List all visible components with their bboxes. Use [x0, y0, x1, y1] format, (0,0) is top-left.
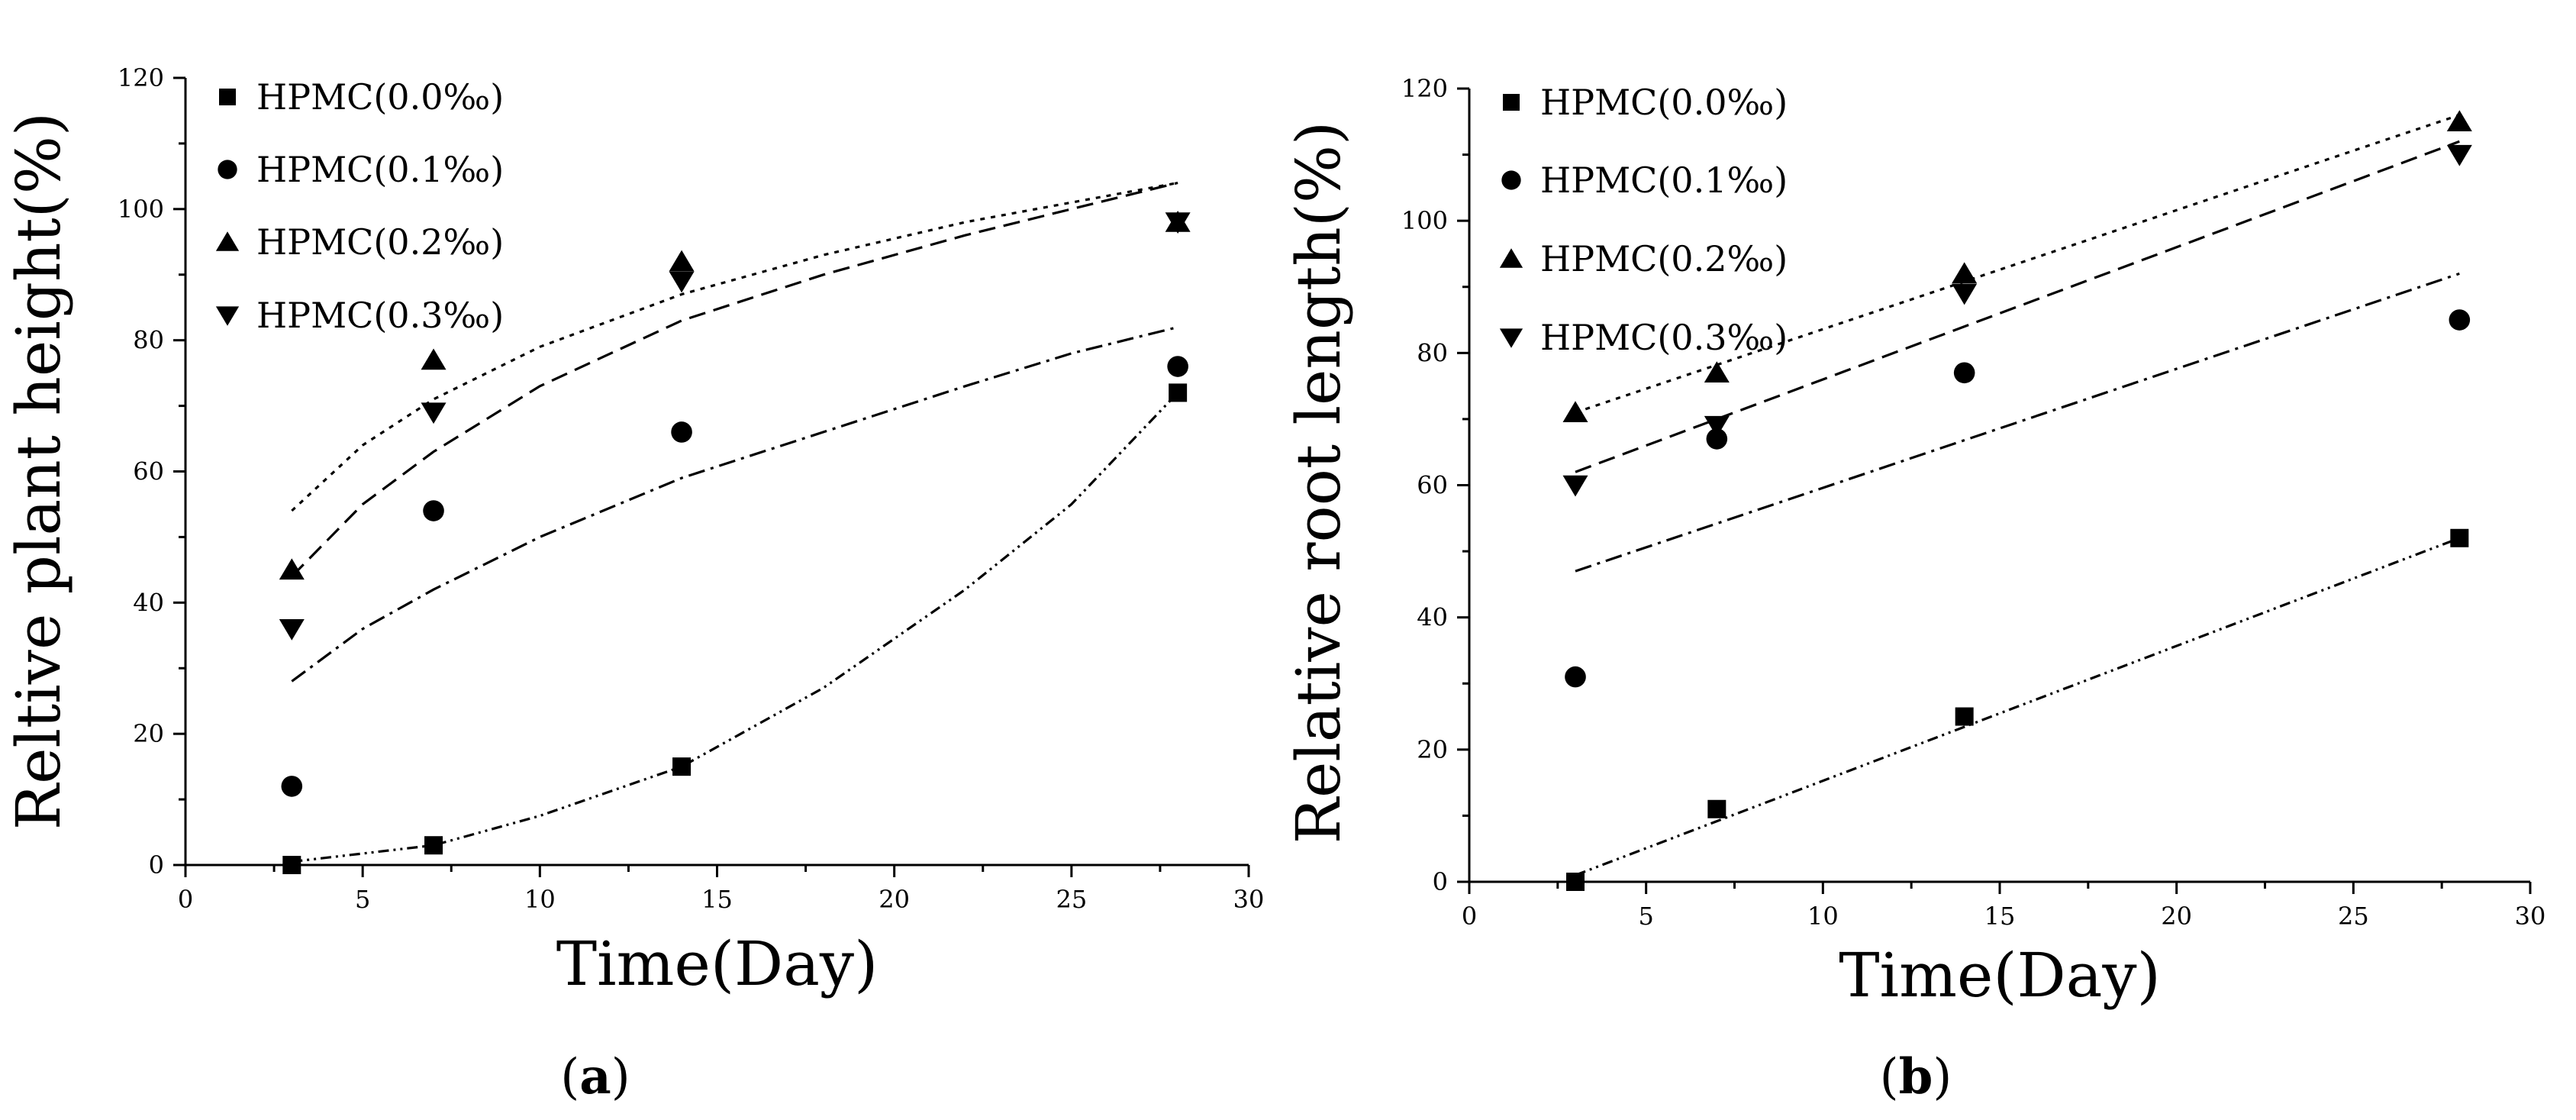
panel-b-x-tick-label: 5 — [1638, 902, 1653, 931]
panel-a-data-point-series-3 — [1165, 212, 1191, 234]
panel-a-y-tick-label: 40 — [133, 588, 164, 617]
panel-a-legend-label-2: HPMC(0.2‰) — [256, 221, 504, 263]
panel-a-data-point-series-1 — [671, 421, 692, 443]
panel-b-legend-marker-0 — [1503, 94, 1520, 111]
panel-b-fit-line-series-1 — [1575, 272, 2460, 573]
panel-b-caption: (b) — [1880, 1048, 1952, 1105]
panel-b-data-point-series-2 — [1952, 262, 1978, 284]
panel-a-x-tick-label: 20 — [879, 885, 910, 914]
panel-b-legend-label-2: HPMC(0.2‰) — [1540, 238, 1788, 279]
panel-a-x-tick-label: 0 — [178, 885, 193, 914]
panel-a-y-tick-label: 20 — [133, 719, 164, 748]
panel-b-x-tick-label: 30 — [2515, 902, 2546, 931]
panel-b-data-point-series-1 — [1706, 428, 1728, 450]
panel-a-caption: (a) — [560, 1048, 630, 1105]
panel-b-y-axis-title: Relative root length(%) — [1283, 121, 1354, 844]
panel-b-y-tick-label: 100 — [1401, 206, 1448, 235]
panel-b-data-point-series-1 — [1565, 666, 1586, 688]
panel-b-data-point-series-3 — [1704, 415, 1730, 437]
panel-a-y-axis-title: Reltive plant height(%) — [3, 112, 74, 830]
panel-a-y-tick-label: 120 — [118, 63, 164, 92]
panel-b-y-tick-label: 60 — [1417, 471, 1448, 500]
panel-a-fit-line-series-3 — [291, 181, 1178, 578]
panel-b-data-point-series-3 — [2446, 144, 2472, 166]
panel-b-legend-marker-2 — [1499, 248, 1523, 268]
panel-a-x-axis-title: Time(Day) — [556, 928, 879, 999]
panel-b-x-tick-label: 20 — [2161, 902, 2192, 931]
panel-b-legend-label-3: HPMC(0.3‰) — [1540, 317, 1788, 358]
panel-b-data-point-series-2 — [1704, 361, 1730, 383]
panel-b-x-axis-title: Time(Day) — [1839, 940, 2161, 1011]
panel-a-y-tick-label: 100 — [118, 195, 164, 224]
panel-a-data-point-series-3 — [279, 618, 305, 641]
panel-b-data-point-series-0 — [1707, 799, 1726, 818]
panel-b-data-point-series-1 — [2449, 309, 2471, 331]
panel-b-data-point-series-2 — [1562, 401, 1588, 423]
panel-b-legend-marker-3 — [1499, 328, 1523, 348]
chart-panel-b: 0 5 10 15 20 25 30 0 20 40 60 80 100 120 Time(Day) Rela… — [1283, 74, 2545, 1011]
panel-b-legend-label-0: HPMC(0.0‰) — [1540, 82, 1788, 123]
panel-b-y-tick-label: 0 — [1433, 867, 1448, 896]
panel-a-fit-line-series-0 — [292, 392, 1179, 863]
panel-a-data-point-series-3 — [669, 271, 695, 293]
panel-a-data-point-series-1 — [423, 500, 444, 521]
panel-a-legend-marker-2 — [215, 231, 240, 251]
panel-a-legend-label-0: HPMC(0.0‰) — [256, 76, 504, 118]
panel-a-x-tick-label: 5 — [355, 885, 370, 914]
panel-a-x-tick-label: 15 — [701, 885, 733, 914]
panel-a-legend-marker-0 — [219, 89, 236, 105]
panel-a-legend-marker-1 — [218, 160, 237, 179]
panel-a-y-tick-label: 0 — [149, 850, 164, 880]
panel-b-x-tick-label: 10 — [1807, 902, 1839, 931]
panel-b-data-point-series-1 — [1953, 362, 1975, 384]
panel-b-data-point-series-0 — [1955, 707, 1974, 726]
panel-b-legend-label-1: HPMC(0.1‰) — [1540, 160, 1788, 201]
panel-b-fit-line-series-0 — [1575, 537, 2460, 876]
panel-a-data-point-series-2 — [279, 558, 305, 580]
panel-b-y-tick-label: 120 — [1401, 74, 1448, 103]
panel-a-legend-label-3: HPMC(0.3‰) — [256, 295, 504, 336]
panel-a-data-point-series-2 — [669, 250, 695, 272]
panel-a-x-tick-label: 25 — [1056, 885, 1087, 914]
panel-a-fit-line-series-2 — [291, 181, 1178, 512]
panel-b-x-tick-label: 25 — [2338, 902, 2369, 931]
panel-b-data-point-series-3 — [1952, 283, 1978, 305]
panel-a-data-point-series-0 — [672, 757, 692, 776]
panel-b-y-tick-label: 20 — [1417, 735, 1448, 764]
panel-a-data-point-series-1 — [1167, 356, 1188, 377]
panel-b-data-point-series-0 — [1566, 873, 1585, 891]
panel-a-data-point-series-0 — [424, 836, 443, 855]
panel-b-x-tick-label: 0 — [1462, 902, 1477, 931]
panel-b-data-point-series-2 — [2446, 110, 2472, 132]
chart-panel-a: 0 5 10 15 20 25 30 0 20 40 60 80 100 120 Time(Day) Relt… — [3, 63, 1264, 999]
panel-b-data-point-series-3 — [1562, 475, 1588, 497]
panel-b-data-point-series-0 — [2450, 528, 2469, 547]
panel-a-legend-label-1: HPMC(0.1‰) — [256, 149, 504, 190]
panel-a-fit-line-series-1 — [291, 325, 1178, 683]
panel-a-x-tick-label: 30 — [1233, 885, 1265, 914]
panel-a-x-tick-label: 10 — [524, 885, 556, 914]
panel-b-x-tick-label: 15 — [1984, 902, 2016, 931]
panel-a-legend-marker-3 — [215, 306, 240, 326]
panel-a-data-point-series-1 — [281, 776, 303, 797]
panel-a-data-point-series-0 — [1169, 383, 1188, 402]
panel-b-y-tick-label: 40 — [1417, 603, 1448, 632]
panel-a-y-tick-label: 80 — [133, 326, 164, 355]
panel-a-data-point-series-0 — [282, 856, 301, 874]
panel-b-legend-marker-1 — [1501, 170, 1521, 190]
panel-a-data-point-series-2 — [421, 348, 447, 370]
panel-b-y-tick-label: 80 — [1417, 338, 1448, 367]
panel-a-data-point-series-3 — [421, 402, 447, 424]
panel-a-y-tick-label: 60 — [133, 457, 164, 486]
